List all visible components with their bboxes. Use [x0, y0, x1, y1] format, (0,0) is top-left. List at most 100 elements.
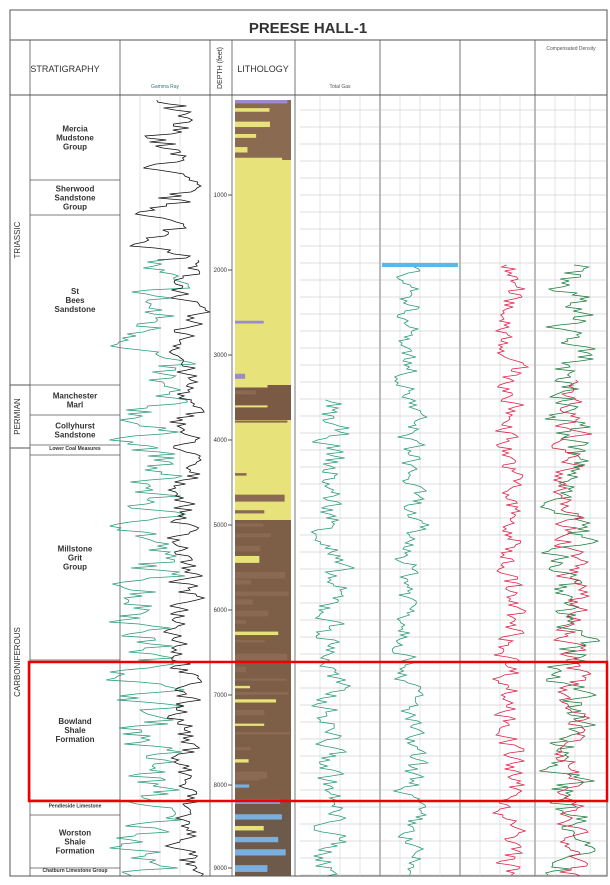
labels: TRIASSIC PERMIAN CARBONIFEROUS Mercia Mudsto…: [10, 125, 232, 877]
lith-bed: [235, 571, 286, 579]
lith-bed: [235, 723, 265, 726]
track-label: Total Gas: [329, 84, 351, 90]
lith-bed: [235, 784, 250, 788]
lith-bed: [235, 320, 264, 324]
period-label: CARBONIFEROUS: [13, 627, 22, 697]
lith-bed: [235, 825, 264, 831]
column-header: DEPTH (feet): [217, 47, 224, 89]
column-header: LITHOLOGY: [237, 64, 289, 74]
lith-bed: [235, 147, 248, 153]
lith-bed: [235, 599, 253, 605]
lith-bed: [235, 306, 286, 310]
lith-bed: [235, 365, 258, 368]
lith-bed: [235, 288, 264, 294]
lith-bed: [235, 190, 261, 193]
lith-bed: [235, 631, 279, 636]
lith-bed: [235, 731, 290, 735]
unit-label: Millstone Grit Group: [58, 545, 93, 572]
lith-bed: [235, 579, 252, 585]
depth-label: 4000: [214, 438, 228, 444]
depth-label: 6000: [214, 608, 228, 614]
lith-bed: [235, 653, 288, 661]
lith-bed: [235, 759, 249, 763]
lith-bed: [235, 210, 286, 213]
lith-bed: [235, 405, 268, 408]
lithology: [235, 100, 291, 876]
lith-bed: [235, 709, 265, 716]
lith-bed: [235, 420, 288, 423]
depth-label: 5000: [214, 523, 228, 529]
lith-band: [235, 160, 291, 385]
lith-bed: [235, 219, 269, 224]
lith-bed: [235, 591, 289, 596]
lith-bed: [235, 814, 282, 820]
lith-bed: [235, 350, 286, 357]
log-curve: [128, 99, 202, 261]
log-curve: [391, 264, 430, 876]
depth-label: 8000: [214, 783, 228, 789]
lith-bed: [235, 523, 264, 527]
depth-label: 1000: [214, 193, 228, 199]
track-label: Gamma Ray: [151, 84, 180, 90]
lith-bed: [235, 771, 268, 779]
lith-bed: [235, 236, 288, 242]
depth-label: 3000: [214, 353, 228, 359]
lith-bed: [235, 459, 281, 466]
lith-bed: [235, 108, 270, 112]
depth-label: 2000: [214, 268, 228, 274]
log-curve: [162, 259, 211, 877]
lith-bed: [235, 262, 267, 270]
unit-label: Manchester Marl: [53, 392, 97, 410]
lith-bed: [235, 100, 288, 104]
lith-bed: [235, 296, 262, 301]
lith-bed: [235, 254, 270, 260]
lith-bed: [235, 610, 269, 617]
lith-bed: [235, 865, 268, 872]
lith-bed: [235, 121, 270, 128]
depth-label: 7000: [214, 693, 228, 699]
lith-bed: [235, 747, 251, 751]
unit-label: Collyhurst Sandstone: [55, 422, 96, 440]
unit-label: Bowland Shale Formation: [55, 717, 94, 744]
lith-bed: [235, 488, 277, 495]
highlight-box: [27, 660, 609, 803]
lith-bed: [235, 699, 277, 703]
lith-bed: [235, 849, 286, 856]
period-label: PERMIAN: [13, 398, 22, 435]
lith-bed: [235, 510, 265, 514]
lith-bed: [235, 448, 256, 452]
lith-bed: [235, 157, 283, 161]
lith-bed: [235, 180, 287, 185]
depth-label: 9000: [214, 866, 228, 872]
track-label: Compensated Density: [546, 46, 596, 52]
lith-bed: [235, 168, 277, 175]
title: PREESE HALL-1: [249, 20, 367, 37]
lith-bed: [235, 685, 250, 689]
column-header: STRATIGRAPHY: [30, 64, 99, 74]
log-curve: [310, 399, 355, 877]
lith-bed: [235, 244, 259, 249]
unit-label: Chatburn Limestone Group: [43, 868, 108, 874]
lith-bed: [235, 555, 260, 563]
lith-bed: [235, 620, 247, 624]
unit-label: Lower Coal Measures: [49, 446, 101, 452]
lith-bed: [235, 533, 271, 538]
lith-bed: [235, 373, 246, 379]
log-curve: [106, 259, 196, 877]
log-curve: [539, 264, 601, 876]
lith-bed: [235, 334, 273, 338]
lith-bed: [235, 133, 257, 138]
lith-bed: [235, 678, 287, 681]
lith-bed: [235, 275, 269, 280]
lith-bed: [235, 473, 247, 476]
lith-bed: [235, 435, 290, 441]
unit-label: Pendleside Limestone: [49, 804, 102, 810]
curves: [106, 99, 601, 877]
frame: [9, 9, 608, 877]
unit-label: Worston Shale Formation: [55, 829, 94, 856]
grid: [29, 40, 607, 876]
lith-band: [235, 420, 291, 520]
lith-bed: [235, 382, 268, 388]
lith-bed: [235, 639, 265, 643]
log-curve: [551, 379, 592, 877]
